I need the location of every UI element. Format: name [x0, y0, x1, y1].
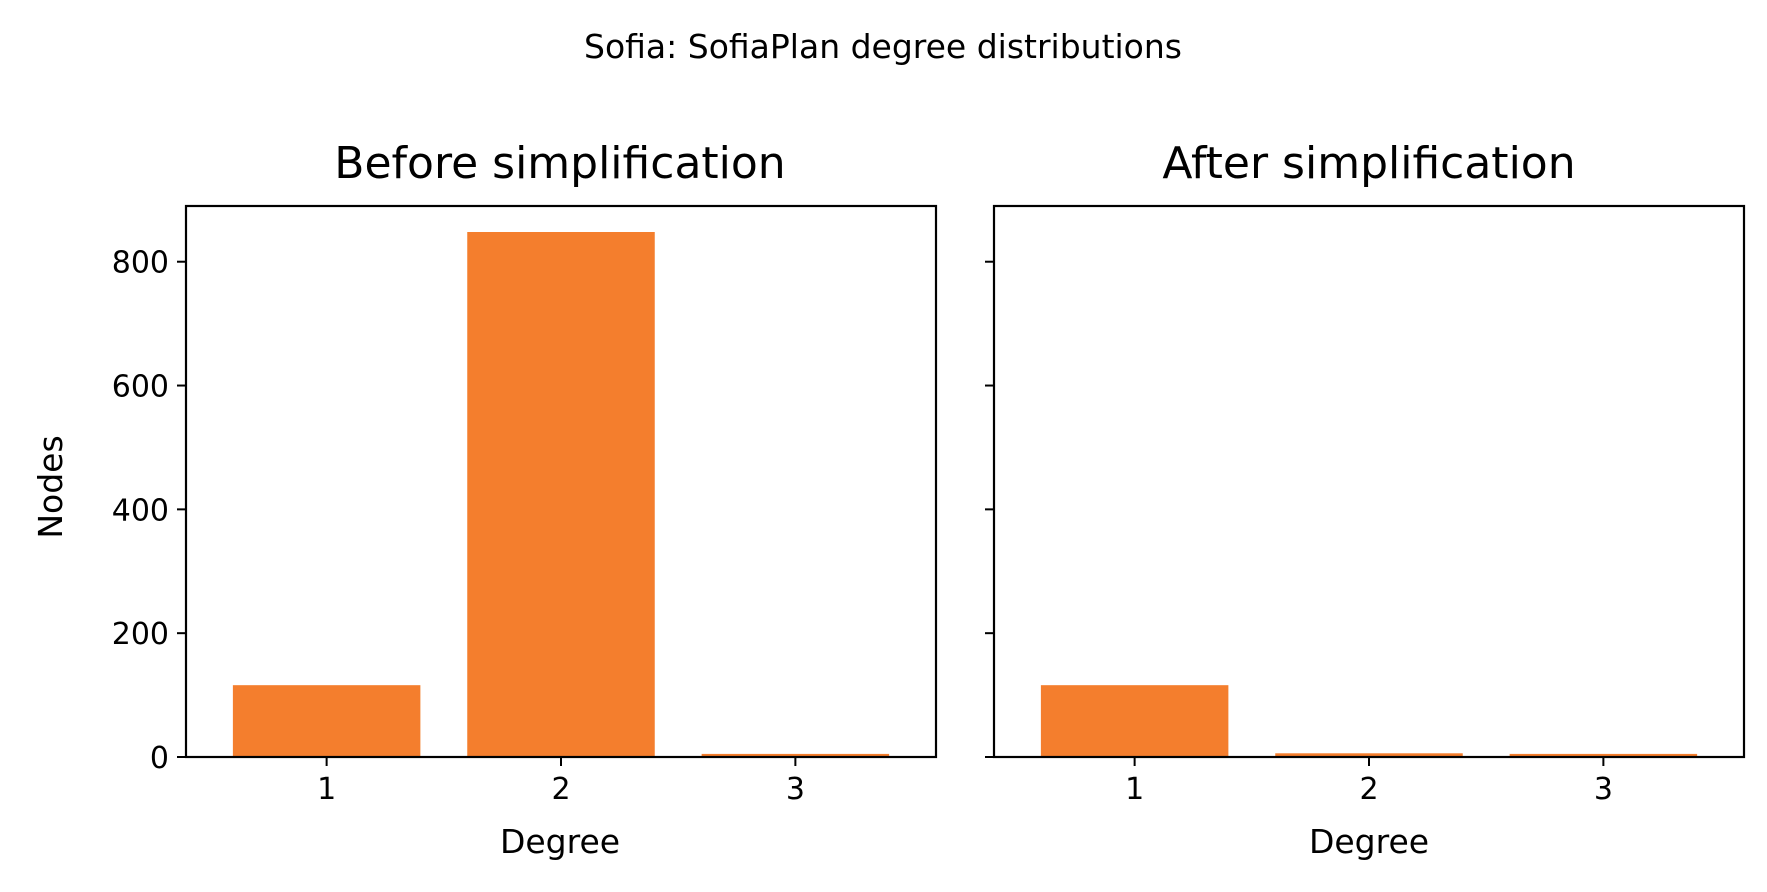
y-tick-label: 400: [112, 493, 169, 528]
plot-area-after: 1 2 3: [985, 204, 1746, 807]
x-tick-label: 1: [317, 772, 336, 807]
y-tick-label: 800: [112, 246, 169, 281]
figure-suptitle: Sofia: SofiaPlan degree distributions: [584, 27, 1182, 66]
bar-degree-1: [1040, 685, 1229, 757]
chart-panel-after: After simplification Degree 1 2 3: [985, 138, 1746, 861]
x-tick-label: 3: [1594, 772, 1613, 807]
y-tick-label: 200: [112, 617, 169, 652]
x-axis-label-before: Degree: [500, 822, 620, 861]
x-tick-label: 2: [1359, 772, 1378, 807]
panel-title-after: After simplification: [1162, 138, 1575, 189]
y-tick-label: 0: [150, 741, 169, 776]
bar-degree-1: [232, 685, 421, 757]
x-axis-label-after: Degree: [1309, 822, 1429, 861]
plot-area-before: 1 2 3 0 200 400 600 800: [112, 204, 938, 807]
bar-degree-3: [701, 753, 890, 757]
chart-panel-before: Before simplification Nodes Degree 1 2 3 0 2…: [31, 138, 938, 861]
y-axis-label: Nodes: [31, 435, 70, 538]
x-tick-label: 1: [1125, 772, 1144, 807]
panel-title-before: Before simplification: [334, 138, 785, 189]
bar-degree-3: [1509, 753, 1698, 757]
x-tick-label: 3: [786, 772, 805, 807]
bar-degree-2: [1275, 753, 1463, 757]
x-tick-label: 2: [551, 772, 570, 807]
bar-degree-2: [467, 232, 655, 757]
y-tick-label: 600: [112, 370, 169, 405]
